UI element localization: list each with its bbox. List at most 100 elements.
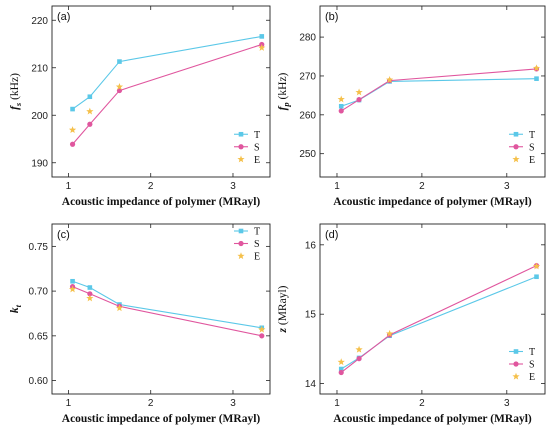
series-line-T	[72, 35, 262, 110]
legend-label: S	[529, 360, 535, 371]
legend-label: E	[254, 252, 260, 263]
x-tick-label: 1	[66, 181, 72, 192]
x-tick-label: 1	[66, 398, 72, 409]
data-point-E	[337, 95, 345, 103]
data-point-T	[70, 106, 75, 112]
data-point-T	[338, 366, 344, 372]
x-tick-label: 2	[419, 398, 425, 409]
data-point-E	[386, 76, 394, 83]
y-tick-label: 250	[299, 149, 316, 160]
chart-panel-d: 1 2 3 14 15 16 (d) Acoustic impedance of polyme…	[277, 223, 546, 425]
panel-label: (d)	[325, 229, 338, 241]
y-tick-label: 210	[31, 63, 48, 74]
x-tick-label: 2	[148, 181, 154, 192]
series-S	[69, 41, 265, 147]
y-tick-label: 220	[31, 16, 48, 27]
legend: TSE	[509, 347, 535, 383]
panel-label: (a)	[57, 11, 70, 23]
data-point-T	[70, 278, 75, 284]
series-E	[337, 262, 541, 366]
series-line-S	[72, 43, 262, 145]
data-point-S	[87, 291, 93, 297]
series-E	[68, 44, 266, 134]
y-axis-label: fs (kHz)	[9, 73, 23, 110]
x-axis-label: Acoustic impedance of polymer (MRayl)	[62, 413, 261, 425]
data-point-S	[356, 356, 362, 362]
panel-label: (b)	[325, 11, 338, 23]
data-point-T	[534, 76, 539, 81]
x-axis-label: Acoustic impedance of polymer (MRayl)	[62, 196, 261, 208]
legend-marker-T	[513, 131, 519, 137]
x-tick-label: 1	[334, 181, 340, 192]
y-tick-label: 260	[299, 110, 316, 121]
legend-marker-S	[238, 144, 244, 150]
data-point-S	[116, 87, 123, 94]
legend-marker-E	[237, 252, 245, 260]
data-point-T	[534, 274, 539, 280]
data-point-S	[356, 97, 362, 103]
series-S	[69, 284, 265, 339]
series-T	[338, 76, 539, 109]
data-point-E	[86, 107, 94, 115]
y-tick-label: 270	[299, 71, 316, 82]
series-E	[337, 64, 541, 103]
chart-panel-a: 1 2 3 190 200 210 220 (a) Acoustic impedance of …	[9, 5, 271, 208]
data-point-S	[87, 121, 93, 127]
legend-marker-S	[513, 361, 519, 367]
data-point-S	[69, 141, 76, 147]
data-point-E	[115, 82, 124, 90]
data-point-E	[355, 345, 363, 353]
plot-frame	[319, 223, 546, 395]
legend-marker-T	[513, 349, 519, 354]
legend: TSE	[509, 130, 535, 166]
series-T	[70, 278, 265, 331]
data-point-E	[68, 285, 77, 293]
legend-marker-E	[512, 155, 520, 163]
series-line-T	[340, 276, 537, 370]
series-line-S	[340, 68, 537, 112]
series-E	[68, 285, 266, 333]
y-axis-label: kt	[9, 304, 23, 313]
data-point-T	[87, 94, 93, 100]
data-point-S	[259, 333, 265, 339]
x-tick-label: 2	[419, 181, 425, 192]
x-tick-label: 3	[230, 181, 236, 192]
data-point-E	[532, 64, 541, 72]
legend: TSE	[234, 227, 260, 263]
y-tick-label: 0.75	[29, 242, 49, 253]
legend-label: E	[529, 155, 535, 166]
data-point-E	[68, 126, 77, 134]
series-line-T	[72, 280, 262, 329]
panel-label: (c)	[57, 229, 70, 241]
series-line-S	[340, 265, 537, 373]
legend-label: T	[254, 227, 260, 238]
y-tick-label: 0.70	[29, 287, 49, 298]
x-tick-label: 2	[148, 398, 154, 409]
legend-label: S	[529, 142, 535, 153]
y-tick-label: 14	[305, 379, 317, 390]
x-tick-label: 3	[504, 181, 510, 192]
series-S	[338, 66, 540, 114]
data-point-E	[386, 329, 394, 337]
data-point-E	[355, 88, 363, 96]
data-point-E	[86, 294, 94, 302]
data-point-S	[338, 108, 344, 114]
data-point-T	[259, 34, 265, 39]
x-axis-label: Acoustic impedance of polymer (MRayl)	[333, 413, 532, 425]
legend-marker-S	[238, 240, 244, 247]
y-tick-label: 0.60	[29, 376, 49, 387]
y-axis-label: fp (kHz)	[277, 72, 291, 110]
legend-label: T	[529, 347, 535, 358]
x-axis-label: Acoustic impedance of polymer (MRayl)	[333, 196, 532, 208]
y-tick-label: 15	[305, 310, 317, 321]
legend-marker-S	[513, 144, 519, 150]
data-point-T	[117, 59, 122, 64]
data-point-E	[115, 304, 124, 312]
plot-frame	[319, 5, 546, 178]
plot-frame	[51, 223, 271, 395]
data-point-E	[258, 44, 266, 51]
legend: TSE	[234, 130, 260, 166]
data-point-E	[258, 325, 266, 333]
legend-marker-E	[512, 372, 520, 380]
